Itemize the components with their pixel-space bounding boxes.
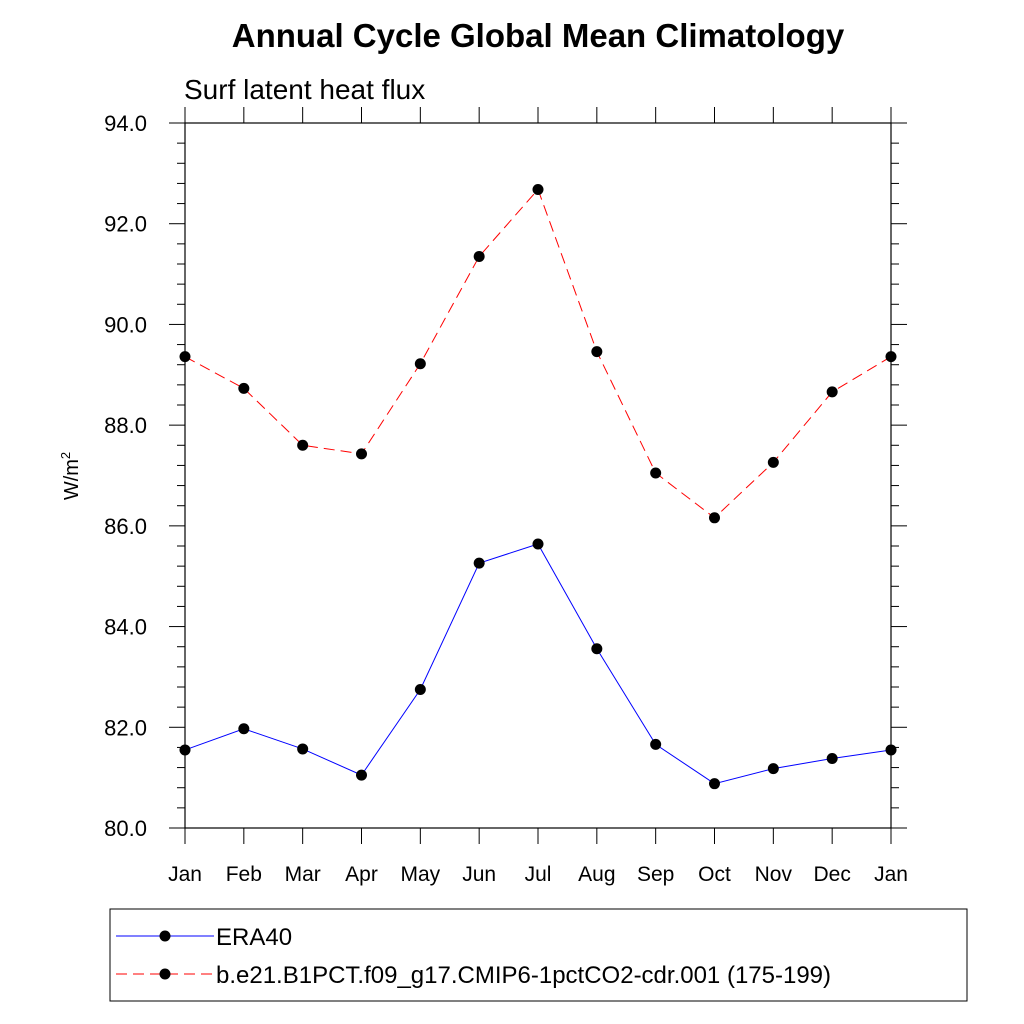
y-tick-label: 82.0 xyxy=(104,715,147,740)
series-1-point xyxy=(709,778,720,790)
series-1-point xyxy=(826,753,838,765)
series-2-point xyxy=(650,467,662,479)
legend-marker-2 xyxy=(159,968,171,980)
legend-label-2: b.e21.B1PCT.f09_g17.CMIP6-1pctCO2-cdr.00… xyxy=(216,962,831,989)
series-line-2 xyxy=(184,188,892,519)
chart-title: Annual Cycle Global Mean Climatology xyxy=(232,17,845,54)
x-tick-label: Nov xyxy=(755,863,793,886)
x-tick-label: Aug xyxy=(578,863,615,886)
series-2-point xyxy=(414,358,426,370)
series-1-point xyxy=(532,538,544,550)
x-tick-label: May xyxy=(400,863,440,886)
series-2-point xyxy=(473,250,485,262)
y-tick-label: 88.0 xyxy=(104,413,147,438)
y-tick-label: 94.0 xyxy=(104,111,147,136)
series-line-1 xyxy=(184,543,892,785)
plot-frame xyxy=(184,122,892,829)
legend-label-1: ERA40 xyxy=(216,924,292,951)
y-axis-label-text: W/m xyxy=(61,459,83,500)
series-1-point xyxy=(179,744,191,756)
series-2-point xyxy=(238,382,250,394)
x-tick-label: Sep xyxy=(637,863,674,886)
series-1-point xyxy=(356,769,367,781)
series-2-point xyxy=(709,512,720,524)
y-tick-label: 80.0 xyxy=(104,816,147,841)
x-tick-label: Apr xyxy=(345,863,378,886)
plot-area: 80.0 82.0 84.0 86.0 88.0 90.0 92.0 94.0 Jan Feb Ma… xyxy=(104,107,908,886)
chart-subtitle: Surf latent heat flux xyxy=(184,74,425,105)
y-tick-label: 90.0 xyxy=(104,312,147,337)
series-2-point xyxy=(532,183,544,195)
y-tick-label: 92.0 xyxy=(104,212,147,237)
series-2-point xyxy=(767,456,779,468)
series-2-point xyxy=(885,351,897,363)
series-2-point xyxy=(356,448,367,460)
x-tick-label: Feb xyxy=(226,863,262,886)
x-tick-label: Mar xyxy=(285,863,321,886)
series-1-point xyxy=(885,744,897,756)
y-tick-label: 84.0 xyxy=(104,615,147,640)
series-2-point xyxy=(297,439,309,451)
legend-marker-1 xyxy=(159,930,171,942)
series-1-point xyxy=(414,684,426,696)
x-tick-label: Dec xyxy=(813,863,850,886)
legend: ERA40 b.e21.B1PCT.f09_g17.CMIP6-1pctCO2-c… xyxy=(109,908,968,1002)
x-tick-label: Jan xyxy=(874,863,908,886)
series-2-point xyxy=(826,386,838,398)
x-tick-label: Jul xyxy=(525,863,552,886)
series-1-point xyxy=(238,723,250,735)
y-tick-label: 86.0 xyxy=(104,514,147,539)
series-2-point xyxy=(591,346,603,358)
svg-text:W/m2: W/m2 xyxy=(58,452,83,500)
y-axis-label-superscript: 2 xyxy=(58,452,73,459)
series-1-point xyxy=(591,643,603,655)
series-1-point xyxy=(767,763,779,775)
legend-box xyxy=(109,908,968,1002)
series-1-point xyxy=(650,738,662,750)
series-1-point xyxy=(297,743,309,755)
x-tick-label: Oct xyxy=(698,863,731,886)
series-2-point xyxy=(179,351,191,363)
x-tick-label: Jun xyxy=(462,863,496,886)
y-axis-label: W/m2 xyxy=(58,452,83,500)
series-1-point xyxy=(473,557,485,569)
x-tick-label: Jan xyxy=(168,863,202,886)
